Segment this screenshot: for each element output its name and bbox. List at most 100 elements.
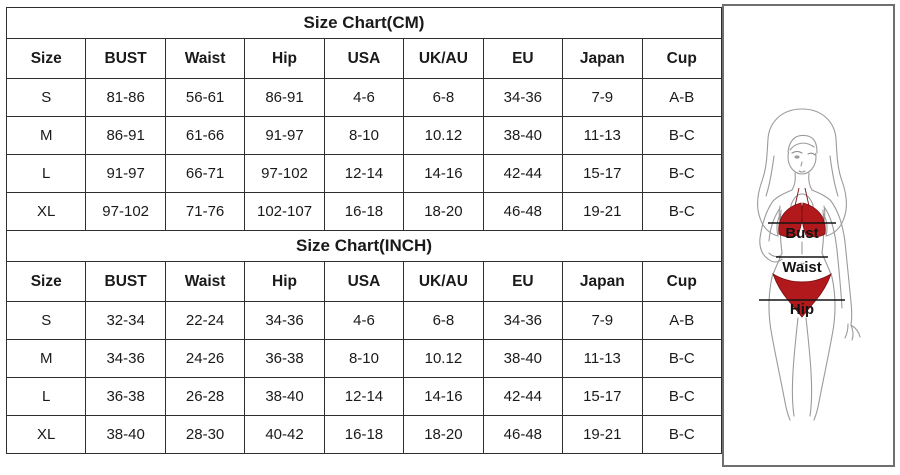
cell: 12-14: [323, 377, 405, 416]
cell: 56-61: [164, 78, 246, 117]
cell: 91-97: [244, 116, 325, 155]
column-header: UK/AU: [403, 261, 484, 302]
cell: M: [5, 116, 87, 155]
measurement-labels: Bust Waist Hip: [782, 225, 821, 318]
cell: 14-16: [403, 154, 484, 193]
woman-figure-illustration: Bust Waist Hip: [757, 108, 861, 421]
size-chart-tables: Size Chart(CM) Size BUST Waist Hip USA UK/AU EU…: [5, 7, 722, 454]
cell: 40-42: [244, 415, 325, 454]
cell: B-C: [641, 415, 722, 454]
table-row: XL 38-40 28-30 40-42 16-18 18-20 46-48 19-21 B-C: [5, 415, 722, 454]
cell: 66-71: [164, 154, 246, 193]
hip-label: Hip: [790, 301, 814, 318]
cell: 46-48: [482, 192, 564, 231]
section-title: Size Chart(CM): [6, 7, 722, 39]
cell: XL: [5, 415, 87, 454]
size-table: Size Chart(CM) Size BUST Waist Hip USA UK/AU EU…: [5, 7, 722, 454]
cell: 6-8: [403, 301, 484, 340]
column-header: EU: [482, 38, 564, 79]
cell: 42-44: [482, 154, 564, 193]
cell: 102-107: [244, 192, 325, 231]
cell: 4-6: [323, 78, 405, 117]
cell: 19-21: [562, 415, 643, 454]
cell: 34-36: [482, 301, 564, 340]
cell: 38-40: [482, 339, 564, 378]
cell: S: [5, 78, 87, 117]
cell: 38-40: [482, 116, 564, 155]
cell: 11-13: [562, 116, 643, 155]
column-header: Cup: [641, 261, 722, 302]
cell: L: [5, 154, 87, 193]
cell: XL: [5, 192, 87, 231]
column-header: Size: [5, 261, 87, 302]
table-row: L 91-97 66-71 97-102 12-14 14-16 42-44 15-17 B-C: [5, 154, 722, 193]
cell: 34-36: [482, 78, 564, 117]
header-row: Size BUST Waist Hip USA UK/AU EU Japan Cup: [5, 38, 722, 79]
cell: L: [5, 377, 87, 416]
cell: B-C: [641, 377, 722, 416]
column-header: UK/AU: [403, 38, 484, 79]
cell: 34-36: [85, 339, 166, 378]
table-row: M 34-36 24-26 36-38 8-10 10.12 38-40 11-13 B-C: [5, 339, 722, 378]
cell: 10.12: [403, 339, 484, 378]
cell: B-C: [641, 154, 722, 193]
cell: 42-44: [482, 377, 564, 416]
cell: 26-28: [164, 377, 246, 416]
cell: 36-38: [85, 377, 166, 416]
section-title: Size Chart(INCH): [6, 230, 722, 262]
waist-label: Waist: [782, 259, 821, 276]
eye: [794, 155, 800, 159]
column-header: Japan: [562, 261, 643, 302]
table-row: S 81-86 56-61 86-91 4-6 6-8 34-36 7-9 A-B: [5, 78, 722, 117]
cell: 18-20: [403, 192, 484, 231]
cell: 6-8: [403, 78, 484, 117]
cell: 38-40: [85, 415, 166, 454]
cell: B-C: [641, 192, 722, 231]
cell: 16-18: [323, 192, 405, 231]
mouth: [798, 170, 806, 173]
cell: 16-18: [323, 415, 405, 454]
cell: 86-91: [244, 78, 325, 117]
column-header: Japan: [562, 38, 643, 79]
column-header: USA: [323, 261, 405, 302]
cell: 11-13: [562, 339, 643, 378]
cell: A-B: [641, 301, 722, 340]
cell: 36-38: [244, 339, 325, 378]
cell: 81-86: [85, 78, 166, 117]
cell: M: [5, 339, 87, 378]
cell: 8-10: [323, 339, 405, 378]
column-header: EU: [482, 261, 564, 302]
cell: 18-20: [403, 415, 484, 454]
cell: A-B: [641, 78, 722, 117]
cell: 97-102: [244, 154, 325, 193]
bikini-top-right-cup: [801, 202, 826, 238]
cell: 38-40: [244, 377, 325, 416]
column-header: Waist: [164, 261, 246, 302]
cell: 34-36: [244, 301, 325, 340]
column-header: Size: [5, 38, 87, 79]
cell: 32-34: [85, 301, 166, 340]
cell: 97-102: [85, 192, 166, 231]
column-header: Hip: [244, 261, 325, 302]
cell: 10.12: [403, 116, 484, 155]
hair-fringe: [787, 134, 818, 154]
cell: 12-14: [323, 154, 405, 193]
cell: 28-30: [164, 415, 246, 454]
column-header: USA: [323, 38, 405, 79]
table-row: L 36-38 26-28 38-40 12-14 14-16 42-44 15-17 B-C: [5, 377, 722, 416]
cell: 4-6: [323, 301, 405, 340]
cell: 71-76: [164, 192, 246, 231]
cell: 8-10: [323, 116, 405, 155]
cell: 61-66: [164, 116, 246, 155]
measurement-lines: [759, 222, 845, 301]
cell: 15-17: [562, 154, 643, 193]
cell: 91-97: [85, 154, 166, 193]
measurement-figure-panel: Bust Waist Hip: [722, 4, 895, 467]
table-row: M 86-91 61-66 91-97 8-10 10.12 38-40 11-13 B-C: [5, 116, 722, 155]
cell: B-C: [641, 339, 722, 378]
cell: 86-91: [85, 116, 166, 155]
column-header: Waist: [164, 38, 246, 79]
cell: 22-24: [164, 301, 246, 340]
bust-label: Bust: [785, 225, 818, 242]
column-header: BUST: [85, 38, 166, 79]
